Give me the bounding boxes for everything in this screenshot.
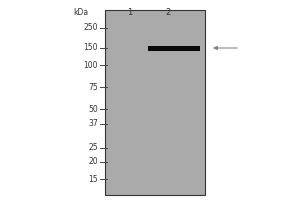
Text: 50: 50 <box>88 104 98 114</box>
Text: 1: 1 <box>128 8 133 17</box>
Text: 250: 250 <box>83 23 98 32</box>
Text: 100: 100 <box>83 60 98 70</box>
Text: 37: 37 <box>88 119 98 129</box>
Text: 2: 2 <box>165 8 171 17</box>
Bar <box>105 10 205 195</box>
Text: 15: 15 <box>88 174 98 184</box>
Text: 20: 20 <box>88 158 98 166</box>
Text: kDa: kDa <box>73 8 88 17</box>
Bar <box>148 46 200 51</box>
Text: 75: 75 <box>88 82 98 92</box>
Text: 150: 150 <box>83 44 98 52</box>
Text: 25: 25 <box>88 144 98 152</box>
